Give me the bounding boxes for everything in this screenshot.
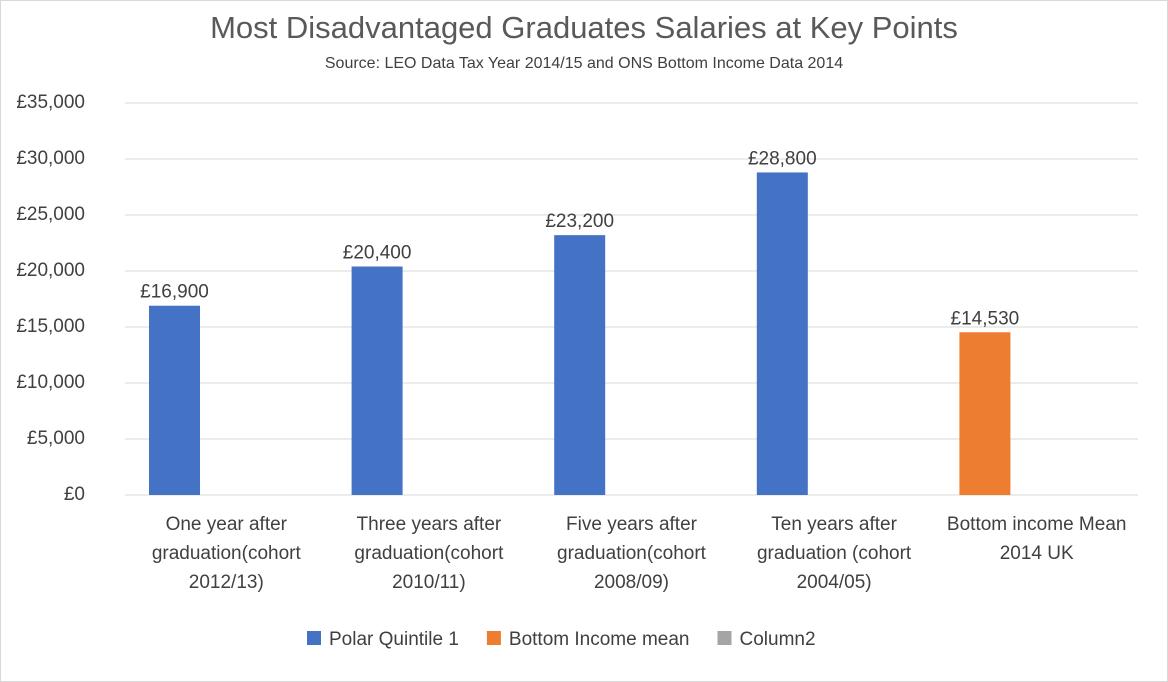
legend-label: Polar Quintile 1: [329, 629, 459, 650]
y-tick-label: £20,000: [16, 260, 85, 281]
y-tick-label: £0: [64, 484, 85, 505]
chart-title: Most Disadvantaged Graduates Salaries at…: [210, 10, 958, 45]
x-tick-label: One year after graduation(cohort 2012/13…: [151, 514, 301, 593]
bar: [756, 172, 808, 495]
bar: [554, 235, 606, 495]
data-label: £14,530: [951, 308, 1020, 329]
data-label: £23,200: [545, 211, 614, 232]
data-label: £20,400: [343, 243, 412, 264]
legend-label: Bottom Income mean: [509, 629, 690, 650]
legend-label: Column2: [740, 629, 816, 650]
data-label: £16,900: [140, 282, 209, 303]
bar: [149, 305, 200, 495]
y-tick-label: £5,000: [27, 428, 85, 449]
y-tick-label: £30,000: [16, 148, 85, 169]
y-tick-label: £10,000: [16, 372, 85, 393]
bar: [351, 266, 403, 495]
bar: [959, 332, 1011, 495]
data-label: £28,800: [748, 148, 817, 169]
y-tick-label: £25,000: [16, 204, 85, 225]
x-tick-label: Bottom income Mean 2014 UK: [946, 514, 1127, 564]
x-tick-label: Ten years after graduation (cohort 2004/…: [756, 514, 912, 593]
legend-swatch: [717, 631, 732, 645]
legend-swatch: [486, 631, 501, 645]
legend-swatch: [307, 631, 321, 645]
x-tick-label: Three years after graduation(cohort 2010…: [354, 514, 504, 593]
y-tick-label: £15,000: [16, 316, 85, 337]
y-tick-label: £35,000: [16, 92, 85, 113]
chart-subtitle: Source: LEO Data Tax Year 2014/15 and ON…: [325, 55, 843, 72]
x-tick-label: Five years after graduation(cohort 2008/…: [557, 514, 706, 593]
